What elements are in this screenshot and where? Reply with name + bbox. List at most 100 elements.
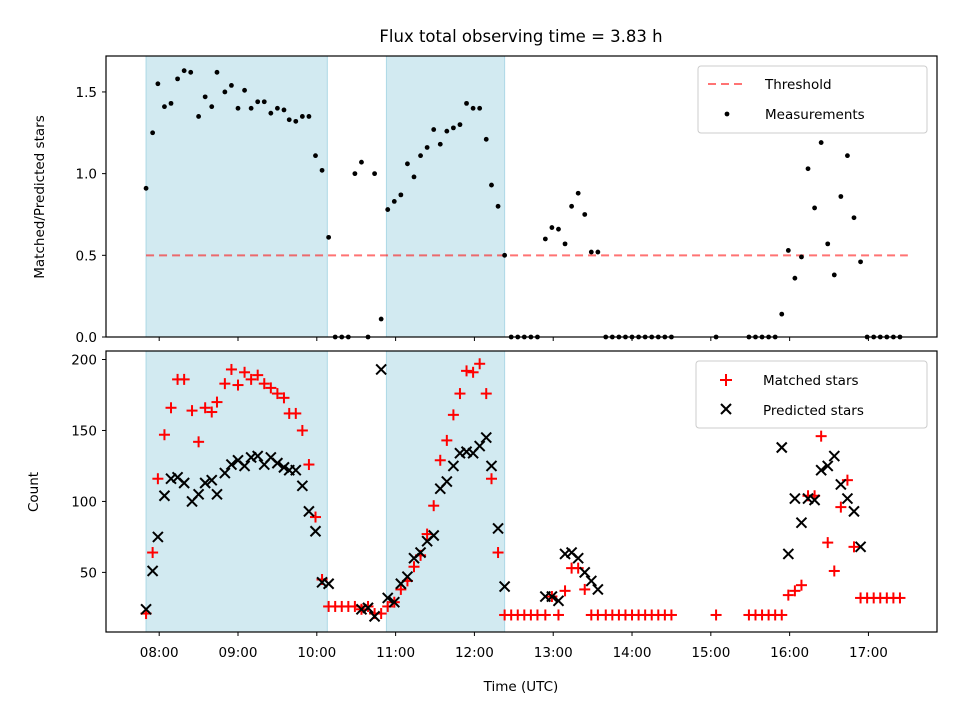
measurement-point bbox=[845, 153, 850, 159]
count-legend-frame bbox=[695, 360, 928, 429]
measurement-point bbox=[372, 171, 377, 177]
matched-star-point bbox=[776, 609, 788, 621]
measurement-point bbox=[222, 89, 228, 95]
measurement-point bbox=[391, 199, 397, 204]
predicted-star-point bbox=[368, 610, 381, 623]
y-tick-label: 200 bbox=[71, 353, 97, 369]
legend-measurements-swatch bbox=[724, 111, 730, 117]
measurement-point bbox=[792, 275, 798, 281]
measurement-point bbox=[502, 252, 508, 258]
predicted-star-point bbox=[362, 602, 374, 614]
predicted-star-point bbox=[271, 457, 284, 469]
measurement-point bbox=[352, 171, 358, 177]
matched-star-point bbox=[485, 473, 497, 485]
measurement-point bbox=[168, 100, 174, 106]
predicted-star-point bbox=[375, 363, 387, 376]
matched-star-point bbox=[193, 436, 205, 448]
measurement-point bbox=[319, 167, 325, 173]
predicted-star-point bbox=[585, 575, 598, 587]
count-x-ticks: 08:00 09:00 10:00 11:00 12:00 13:00 14:00 15:00… bbox=[140, 632, 888, 661]
predicted-star-point bbox=[498, 580, 511, 593]
x-tick-label: 15:00 bbox=[691, 645, 730, 661]
matched-star-point bbox=[239, 366, 251, 378]
measurement-point bbox=[150, 130, 156, 136]
measurement-point bbox=[785, 248, 791, 253]
predicted-star-point bbox=[152, 531, 164, 543]
predicted-star-point bbox=[322, 578, 335, 590]
measurement-point bbox=[812, 205, 817, 211]
x-tick-label: 08:00 bbox=[140, 645, 179, 661]
measurement-point bbox=[209, 104, 215, 110]
predicted-star-point bbox=[140, 603, 152, 616]
matched-star-point bbox=[158, 429, 170, 441]
predicted-star-point bbox=[776, 441, 788, 454]
predicted-star-point bbox=[251, 450, 264, 462]
predicted-star-point bbox=[290, 464, 302, 476]
predicted-star-point bbox=[219, 467, 231, 479]
predicted-star-point bbox=[854, 541, 867, 553]
predicted-star-point bbox=[546, 590, 558, 603]
measurement-point bbox=[799, 254, 804, 260]
measurement-point bbox=[495, 203, 501, 209]
x-tick-label: 09:00 bbox=[219, 645, 258, 661]
predicted-star-point bbox=[238, 460, 251, 472]
x-tick-label: 13:00 bbox=[534, 645, 573, 661]
matched-star-point bbox=[822, 537, 834, 549]
predicted-star-point bbox=[795, 517, 808, 529]
measurement-point bbox=[825, 241, 831, 247]
matched-star-point bbox=[252, 369, 264, 381]
measurement-point bbox=[418, 153, 423, 159]
measurement-point bbox=[483, 136, 489, 142]
matched-star-point bbox=[290, 407, 302, 419]
y-tick-label: 150 bbox=[71, 423, 97, 439]
measurement-point bbox=[229, 83, 234, 88]
matched-star-point bbox=[480, 388, 492, 400]
ratio-legend-frame bbox=[697, 65, 928, 134]
shaded-interval-1 bbox=[145, 350, 328, 633]
ratio-panel: 0.0 0.5 1.0 1.5 Matched/Predicted stars Thr… bbox=[32, 55, 938, 346]
matched-star-point bbox=[492, 547, 504, 559]
predicted-star-point bbox=[572, 552, 584, 564]
matched-star-point bbox=[178, 373, 190, 385]
measurement-point bbox=[858, 259, 863, 265]
measurement-point bbox=[385, 207, 391, 212]
matched-star-point bbox=[265, 382, 277, 394]
shaded-interval-1 bbox=[145, 55, 328, 338]
predicted-star-point bbox=[822, 460, 834, 472]
matched-star-point bbox=[454, 388, 466, 400]
matched-star-point bbox=[841, 474, 853, 486]
measurement-point bbox=[805, 166, 811, 172]
measurement-point bbox=[569, 203, 575, 209]
y-tick-label: 0.0 bbox=[76, 330, 97, 346]
x-tick-label: 17:00 bbox=[849, 645, 888, 661]
matched-star-point bbox=[539, 609, 551, 621]
matched-star-point bbox=[421, 528, 433, 540]
predicted-star-point bbox=[303, 505, 315, 518]
predicted-star-point bbox=[146, 565, 159, 577]
measurement-point bbox=[424, 145, 430, 150]
matched-star-point bbox=[894, 592, 906, 604]
count-axes-frame bbox=[105, 350, 938, 633]
predicted-star-point bbox=[388, 596, 401, 608]
matched-star-point bbox=[245, 373, 257, 385]
matched-star-point bbox=[815, 430, 827, 442]
matched-star-point bbox=[165, 402, 177, 414]
measurement-point bbox=[831, 272, 837, 278]
measurement-point bbox=[286, 117, 292, 123]
measurement-point bbox=[470, 105, 476, 111]
matched-star-point bbox=[467, 366, 479, 378]
measurement-point bbox=[818, 140, 824, 145]
measurement-point bbox=[268, 110, 274, 116]
predicted-star-point bbox=[199, 477, 211, 489]
measurement-point bbox=[431, 127, 437, 132]
predicted-star-point bbox=[808, 494, 821, 506]
predicted-star-point bbox=[485, 460, 498, 472]
measurement-point bbox=[575, 190, 581, 196]
matched-star-point bbox=[395, 583, 407, 595]
predicted-star-point bbox=[815, 464, 827, 476]
predicted-star-point bbox=[473, 440, 486, 452]
measurement-point bbox=[181, 68, 187, 74]
matched-star-point bbox=[848, 541, 860, 553]
predicted-star-point bbox=[492, 522, 504, 535]
measurement-point bbox=[464, 100, 469, 106]
